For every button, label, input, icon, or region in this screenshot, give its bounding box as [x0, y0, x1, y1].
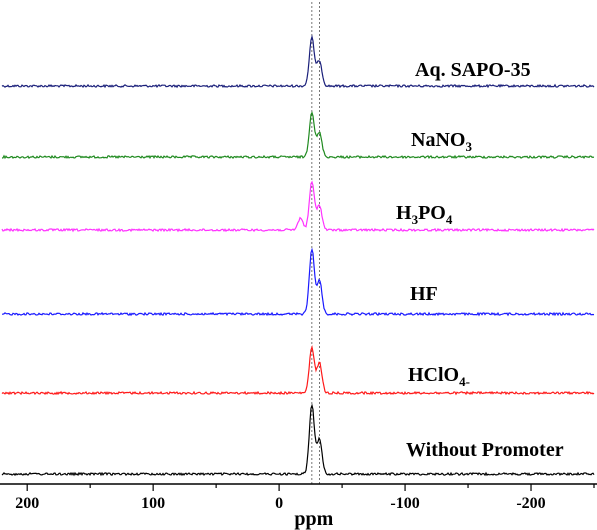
series-line-5	[1, 345, 595, 396]
x-axis: 200 100 0 -100 -200	[0, 483, 597, 512]
series-line-3	[1, 180, 595, 233]
series-label-6: Without Promoter	[406, 439, 564, 461]
series-line-6	[1, 403, 595, 477]
series-label-3-part-3: PO	[418, 202, 446, 224]
x-tick-label-4: -100	[390, 495, 419, 512]
series-label-3: H3PO4	[396, 202, 453, 227]
series-label-2-part-2: 3	[465, 139, 472, 154]
series-label-5: HClO4-	[408, 364, 470, 389]
series-label-1-part-1: Aq. SAPO-35	[415, 59, 531, 81]
series-label-2: NaNO3	[411, 129, 472, 154]
series-label-4-part-1: HF	[410, 283, 438, 305]
series-label-1: Aq. SAPO-35	[415, 59, 531, 81]
series-label-3-part-4: 4	[446, 212, 453, 227]
x-axis-title: ppm	[294, 508, 333, 530]
x-tick-label-2: 100	[141, 495, 165, 512]
series-label-3-part-1: H	[396, 202, 412, 224]
series-label-2-part-1: NaNO	[411, 129, 465, 151]
series-label-3-part-2: 3	[412, 212, 419, 227]
spectra-group	[1, 34, 595, 477]
x-tick-label-1: 200	[15, 495, 39, 512]
series-line-2	[1, 111, 595, 160]
series-label-5-part-2: 4-	[459, 374, 470, 389]
reference-lines	[311, 2, 320, 484]
x-tick-label-5: -200	[516, 495, 545, 512]
series-label-5-part-1: HClO	[408, 364, 459, 386]
series-line-4	[2, 247, 595, 317]
x-tick-label-3: 0	[275, 495, 283, 512]
series-label-6-part-1: Without Promoter	[406, 439, 564, 461]
series-line-1	[1, 34, 595, 89]
series-label-4: HF	[410, 283, 438, 305]
